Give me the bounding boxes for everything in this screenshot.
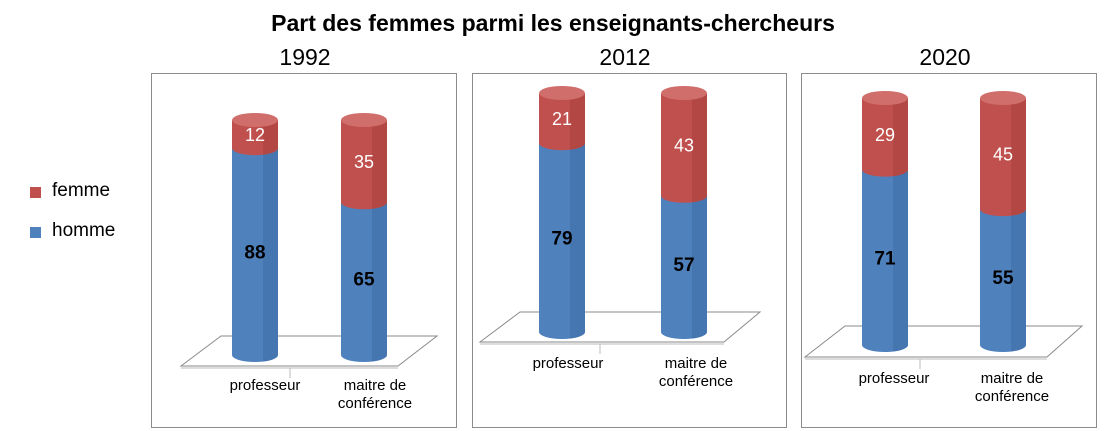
bar-2012-maitre-femme-shade xyxy=(692,93,707,203)
bar-1992-professeur-homme-shade xyxy=(263,148,278,362)
category-label-2012-professeur: professeur xyxy=(533,355,604,372)
bar-1992-maitre-homme-shade xyxy=(372,202,387,362)
legend-swatch-femme xyxy=(30,187,41,198)
legend-label-homme: homme xyxy=(52,220,116,241)
data-label-2012-maitre-femme: 43 xyxy=(674,135,694,155)
legend-label-femme: femme xyxy=(52,180,111,201)
data-label-1992-professeur-femme: 12 xyxy=(245,125,265,145)
panel-year-1992: 1992 xyxy=(279,44,331,70)
bar-2012-professeur-femme-top xyxy=(539,86,585,100)
data-label-2012-maitre-homme: 57 xyxy=(673,255,694,276)
bar-1992-maitre-femme-shade xyxy=(372,120,387,209)
data-label-1992-maitre-femme: 35 xyxy=(354,152,374,172)
chart-panel-2012 xyxy=(472,73,787,428)
category-label-2020-professeur: professeur xyxy=(859,370,930,387)
bar-2020-professeur-homme-shade xyxy=(893,169,908,352)
data-label-2012-professeur-homme: 79 xyxy=(551,229,572,250)
data-label-2020-maitre-femme: 45 xyxy=(993,145,1013,165)
floor-2012 xyxy=(478,311,762,343)
data-label-1992-professeur-homme: 88 xyxy=(244,243,265,264)
bar-2020-maitre-femme-shade xyxy=(1011,98,1026,216)
panel-year-2012: 2012 xyxy=(599,44,651,70)
bar-2012-professeur-femme-shade xyxy=(570,93,585,150)
bar-1992-professeur-femme-shade xyxy=(263,120,278,155)
bar-2020-professeur-femme-top xyxy=(862,91,908,105)
category-label-1992-maitre: maitre de conférence xyxy=(338,377,412,412)
floor-1992 xyxy=(179,335,439,367)
data-label-2012-professeur-femme: 21 xyxy=(552,109,572,129)
data-label-1992-maitre-homme: 65 xyxy=(353,270,375,291)
chart-panel-1992 xyxy=(151,73,457,428)
bar-1992-professeur-femme-top xyxy=(232,113,278,127)
bar-2012-maitre-homme-shade xyxy=(692,195,707,339)
legend-swatch-homme xyxy=(30,227,41,238)
data-label-2020-professeur-homme: 71 xyxy=(874,248,896,269)
bar-2020-maitre-homme-shade xyxy=(1011,209,1026,352)
bar-2012-maitre-femme-top xyxy=(661,86,707,100)
chart-title: Part des femmes parmi les enseignants-ch… xyxy=(271,10,835,36)
category-label-1992-professeur: professeur xyxy=(230,377,301,394)
category-label-2020-maitre: maitre de conférence xyxy=(975,370,1049,405)
data-label-2020-professeur-femme: 29 xyxy=(875,125,895,145)
chart-panel-2020 xyxy=(801,73,1097,428)
bar-2012-professeur-homme-shade xyxy=(570,143,585,339)
floor-2020 xyxy=(803,325,1084,358)
category-label-2012-maitre: maitre de conférence xyxy=(659,355,733,390)
bar-2020-professeur-femme-shade xyxy=(893,98,908,177)
bar-2020-maitre-femme-top xyxy=(980,91,1026,105)
data-label-2020-maitre-homme: 55 xyxy=(992,268,1014,289)
bar-1992-maitre-femme-top xyxy=(341,113,387,127)
panel-year-2020: 2020 xyxy=(919,44,971,70)
